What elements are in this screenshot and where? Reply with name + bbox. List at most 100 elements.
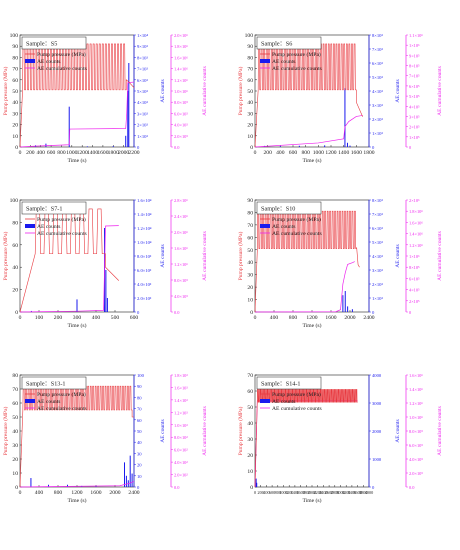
ae-bar: [255, 478, 257, 487]
cum-series-line: [254, 261, 355, 313]
x-tick-label: 800: [54, 490, 63, 496]
pressure-tick-label: 10: [247, 134, 253, 140]
legend-ae-swatch: [260, 224, 270, 228]
ae-tick-label: 6×10³: [372, 226, 383, 231]
pressure-tick-label: 50: [247, 405, 253, 411]
cum-tick-label: 8.0×10²: [174, 435, 188, 440]
ae-bar: [105, 270, 107, 312]
pressure-tick-label: 40: [12, 265, 18, 271]
x-tick-label: 600: [289, 150, 298, 156]
ae-tick-label: 8.0×10³: [137, 254, 152, 259]
x-tick-label: 200: [263, 150, 272, 156]
cum-tick-label: 0.0: [174, 145, 180, 150]
ae-bar: [298, 145, 300, 147]
cum-axis-title: AE cumulative counts: [202, 406, 208, 456]
ae-bar: [347, 306, 349, 312]
cum-tick-label: 8.0×10⁵: [409, 429, 423, 434]
ae-tick-label: 1.6×10⁴: [137, 198, 152, 203]
x-tick-label: 1200: [77, 150, 88, 156]
x-tick-label: 800: [289, 315, 298, 321]
ae-tick-label: 3×10³: [372, 103, 383, 108]
legend-ae-label: AE counts: [37, 224, 60, 230]
pressure-tick-label: 10: [247, 298, 253, 304]
pressure-tick-label: 20: [12, 123, 18, 129]
ae-tick-label: 100: [137, 373, 145, 378]
ae-tick-label: 4×10³: [372, 89, 383, 94]
cum-tick-label: 1.0×10³: [174, 423, 188, 428]
cum-tick-label: 1.8×10³: [174, 373, 188, 378]
legend-pressure-label: Pump pressure (MPa): [37, 391, 86, 398]
ae-tick-label: 1.0×10⁴: [137, 240, 152, 245]
ae-tick-label: 30: [137, 451, 142, 456]
x-tick-label: 800: [275, 490, 281, 495]
x-tick-label: 2400: [363, 315, 374, 321]
ae-tick-label: 6×10³: [137, 78, 148, 83]
ae-bar: [67, 484, 68, 487]
ae-tick-label: 1.4×10⁴: [137, 212, 152, 217]
ae-tick-label: 0: [137, 310, 140, 315]
pressure-tick-label: 40: [12, 100, 18, 106]
ae-tick-label: 7×10³: [372, 212, 383, 217]
pressure-tick-label: 90: [247, 198, 253, 204]
x-tick-label: 600: [47, 150, 56, 156]
x-tick-label: 1600: [351, 150, 362, 156]
pressure-series-line: [254, 389, 358, 488]
sample-legend-box: [21, 201, 87, 215]
pressure-tick-label: 30: [247, 111, 253, 117]
ae-tick-label: 70: [137, 407, 142, 412]
cum-tick-label: 1.4×10⁶: [409, 387, 423, 392]
cum-tick-label: 1.2×10³: [174, 410, 188, 415]
cum-tick-label: 0: [409, 145, 412, 150]
x-tick-label: 400: [276, 150, 285, 156]
ae-axis-title: AE counts: [160, 244, 166, 267]
pressure-tick-label: 70: [247, 223, 253, 229]
x-tick-label: 400: [92, 315, 101, 321]
ae-bar: [45, 143, 47, 147]
ae-tick-label: 2×10³: [372, 117, 383, 122]
x-tick-label: 0: [19, 490, 22, 496]
x-tick-label: 600: [130, 315, 139, 321]
x-tick-label: 2400: [319, 490, 327, 495]
x-tick-label: 3400: [348, 490, 356, 495]
ae-bar: [125, 475, 127, 487]
pressure-tick-label: 0: [250, 310, 253, 316]
x-tick-label: 100: [35, 315, 44, 321]
x-tick-label: 600: [269, 490, 275, 495]
ae-tick-label: 60: [137, 418, 142, 423]
cum-tick-label: 7×10⁵: [409, 74, 420, 79]
cum-tick-label: 1.4×10⁶: [409, 232, 423, 237]
x-tick-label: 800: [57, 150, 66, 156]
chart-panel-1: 0 10 20 30 40 50 60 70 80 90 100 Pump pressure (MPa…: [2, 33, 208, 164]
chart-panel-3: 0 20 40 60 80 100 Pump pressure (MPa) 0 100 200 30…: [2, 198, 208, 329]
pressure-tick-label: 90: [247, 44, 253, 50]
pressure-tick-label: 10: [247, 469, 253, 475]
x-tick-label: 2000: [118, 150, 129, 156]
pressure-tick-label: 50: [247, 89, 253, 95]
ae-tick-label: 2000: [372, 429, 382, 434]
x-tick-label: 1800: [108, 150, 119, 156]
pressure-tick-label: 20: [12, 288, 18, 294]
x-tick-label: 2200: [314, 490, 322, 495]
ae-tick-label: 0: [137, 485, 140, 490]
x-tick-label: 1400: [87, 150, 98, 156]
ae-bar: [68, 106, 70, 147]
cum-tick-label: 4.0×10⁵: [174, 123, 188, 128]
ae-tick-label: 6.0×10³: [137, 268, 152, 273]
legend-ae-swatch: [25, 59, 35, 63]
ae-tick-label: 9×10³: [137, 44, 148, 49]
ae-tick-label: 10: [137, 474, 142, 479]
cum-tick-label: 6×10⁵: [409, 84, 420, 89]
cum-tick-label: 3×10⁵: [409, 114, 420, 119]
pressure-tick-label: 0: [15, 485, 18, 491]
ae-bar: [124, 462, 125, 487]
ae-tick-label: 3×10³: [137, 111, 148, 116]
x-tick-label: 1200: [325, 150, 336, 156]
ae-bar: [344, 291, 346, 312]
ae-bar: [76, 299, 78, 312]
sample-label: Sample：S14-1: [261, 381, 301, 388]
x-tick-label: 1600: [97, 150, 108, 156]
pressure-tick-label: 50: [12, 415, 18, 421]
ae-bar: [48, 484, 49, 487]
pressure-series-line: [254, 43, 363, 148]
